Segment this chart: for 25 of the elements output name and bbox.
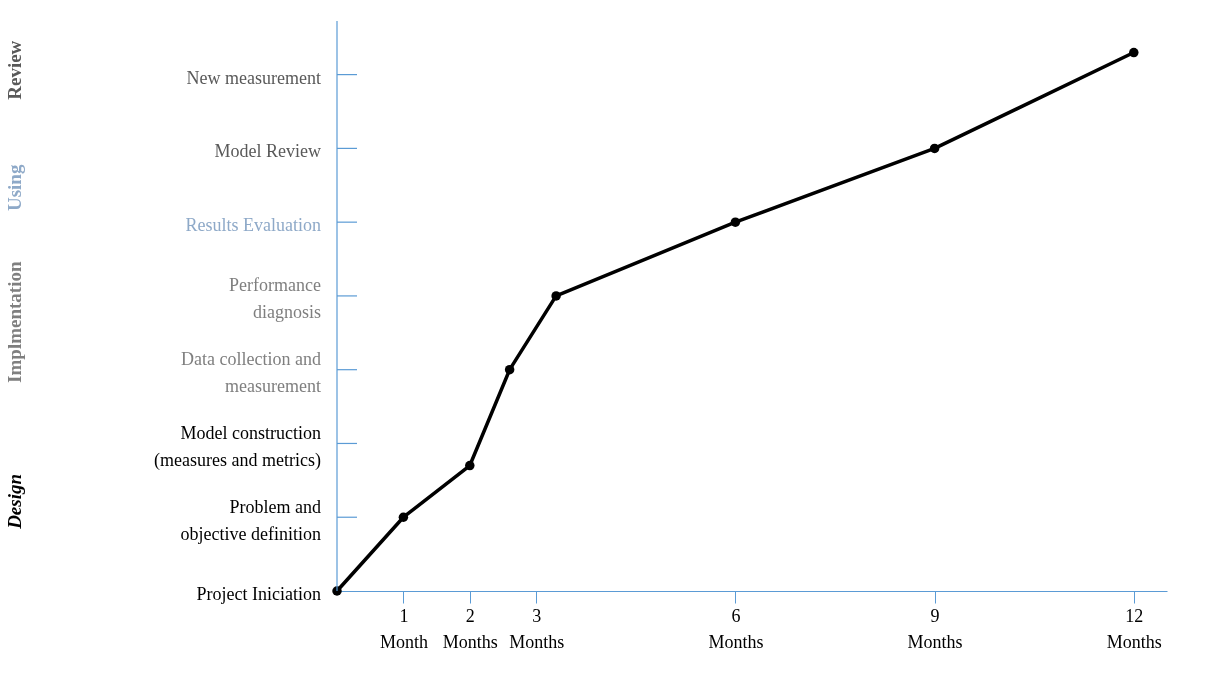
point [551, 291, 561, 301]
point [1129, 47, 1139, 58]
point [465, 460, 475, 471]
point [504, 364, 515, 375]
text: Using [4, 164, 25, 212]
point [730, 217, 741, 227]
text: Design [4, 473, 25, 530]
x-tick-label: 6 Months [708, 605, 764, 652]
text: Performance diagnosis [229, 275, 322, 323]
x-tick-label: 3 Months [509, 605, 565, 652]
text: New measurement [186, 67, 321, 88]
text: Model Review [214, 141, 321, 162]
text: Implmentation [4, 261, 25, 383]
text: Project Iniciation [196, 584, 321, 604]
x-tick-label: 9 Months [907, 605, 963, 652]
x-tick-label: 2 Months [442, 605, 498, 652]
point [398, 512, 409, 522]
text: Review [4, 40, 25, 100]
point [929, 143, 940, 154]
text: Data collection and measurement [181, 349, 321, 397]
text: Model construction (measures and metrics) [154, 422, 321, 471]
text: Problem and objective definition [180, 496, 321, 544]
x-tick-label: 12 Months [1106, 605, 1162, 652]
x-tick-label: 1 Month [379, 605, 428, 652]
text: Results Evaluation [185, 215, 321, 236]
